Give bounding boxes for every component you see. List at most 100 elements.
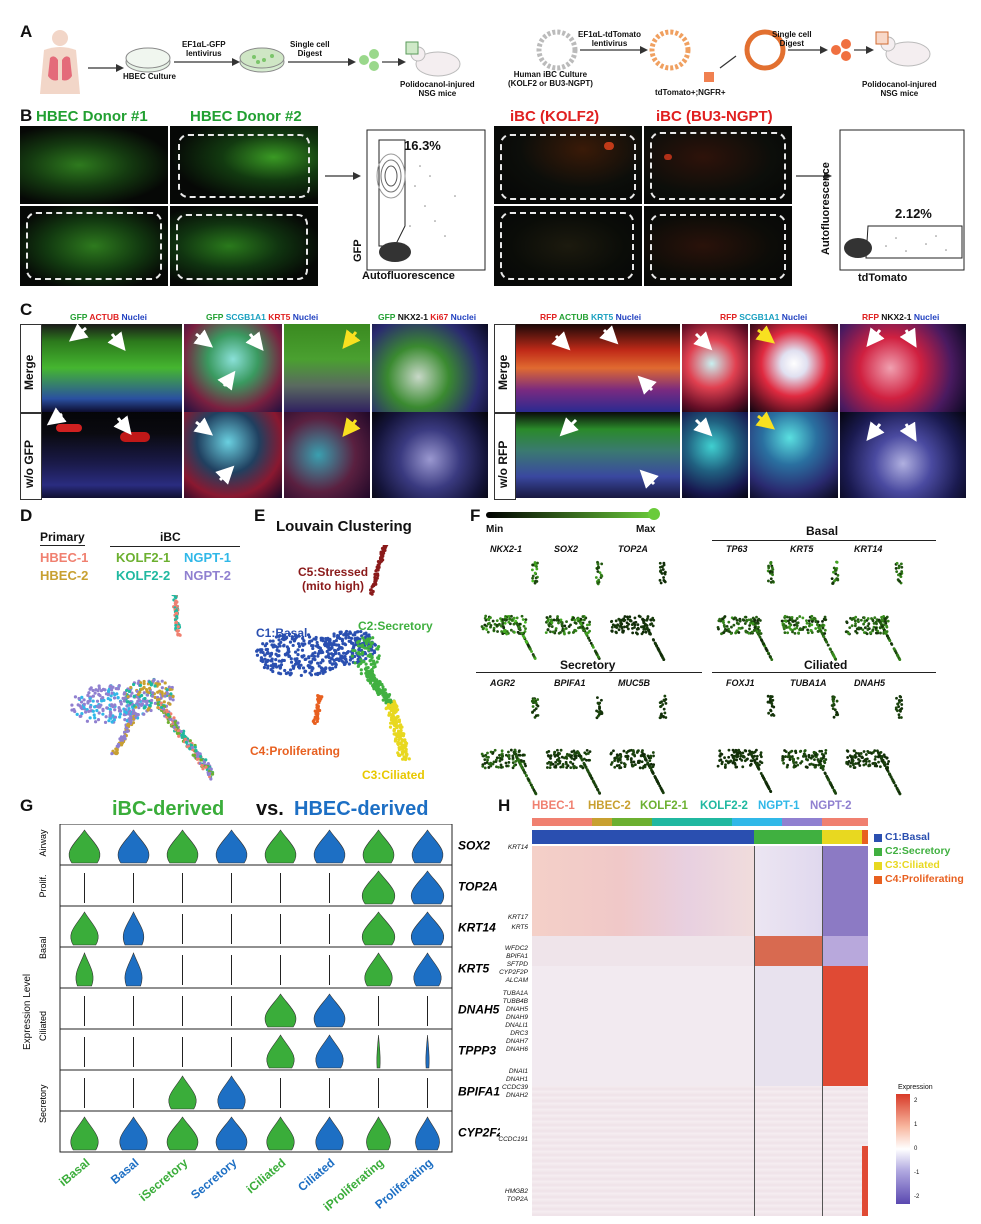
ibc-kolf2-title: iBC (KOLF2) <box>510 108 600 125</box>
c4-label: C4:Proliferating <box>250 744 341 758</box>
umap-point <box>127 689 132 694</box>
umap-point <box>395 704 399 709</box>
umap-point <box>269 651 274 655</box>
umap-point <box>367 648 371 652</box>
umap-point <box>300 654 304 658</box>
umap-point <box>199 754 203 759</box>
umap-point <box>202 760 207 764</box>
h-gene-label: CCDC191 <box>498 1136 528 1143</box>
umap-point <box>300 648 305 652</box>
panel-a-schematic <box>40 29 931 94</box>
umap-point <box>353 649 357 653</box>
umap-point <box>97 684 101 688</box>
umap-point <box>201 767 205 771</box>
polidocanol-label-2: Polidocanol-injured NSG mice <box>862 80 937 98</box>
umap-point <box>394 716 398 720</box>
umap-point <box>153 701 157 705</box>
max-dot <box>648 508 660 520</box>
umap-point <box>395 726 399 730</box>
ibc-bu3-title: iBC (BU3-NGPT) <box>656 108 773 125</box>
panel-c-header-5: RFP SCGB1A1 Nuclei <box>720 312 807 322</box>
umap-point <box>168 702 172 706</box>
umap-point <box>293 633 298 637</box>
tdtomato-ngfr-label: tdTomato+;NGFR+ <box>655 88 726 97</box>
umap-point <box>153 684 157 688</box>
gene-label-dnah5: DNAH5 <box>854 678 886 688</box>
umap-point <box>95 708 99 713</box>
umap-point <box>362 632 366 636</box>
umap-point <box>371 673 375 677</box>
h-cluster-segment <box>532 830 754 844</box>
stain-label: Nuclei <box>911 312 940 322</box>
feature-plot-agr2 <box>480 697 540 796</box>
umap-point <box>194 749 198 753</box>
panel-c-header-4: RFP ACTUB KRT5 Nuclei <box>540 312 641 322</box>
umap-point <box>360 651 365 655</box>
umap-point <box>255 649 259 653</box>
umap-point <box>329 652 334 656</box>
violin-gene-label: TPPP3 <box>458 1044 496 1058</box>
umap-point <box>280 658 285 662</box>
h-gene-label: TUBB4B <box>502 998 528 1005</box>
umap-point <box>88 716 92 720</box>
umap-point <box>310 668 314 673</box>
h-cluster-swatch <box>874 862 882 870</box>
umap-point <box>165 692 170 696</box>
umap-point <box>258 648 262 652</box>
feature-plot-nkx2-1 <box>480 561 539 660</box>
umap-point <box>359 629 363 634</box>
violin-mark <box>366 1116 391 1151</box>
violin-row-frame <box>59 987 453 1030</box>
c-rfp-scgb-merge-1 <box>682 324 748 412</box>
h-cluster-segment <box>862 830 868 844</box>
umap-point <box>379 552 383 556</box>
panel-label-g: G <box>20 796 34 815</box>
umap-point <box>397 734 401 739</box>
umap-point <box>127 706 131 711</box>
umap-point <box>137 706 141 710</box>
umap-point <box>92 713 96 717</box>
umap-point <box>383 691 387 695</box>
umap-point <box>348 631 353 635</box>
umap-point <box>297 644 302 648</box>
umap-point <box>387 713 391 717</box>
umap-point <box>175 629 179 633</box>
umap-point <box>364 641 368 645</box>
umap-point <box>337 658 341 663</box>
h-cluster-segment <box>754 830 822 844</box>
umap-point <box>316 661 320 665</box>
umap-point <box>152 678 156 682</box>
h-gene-label: CCDC39 <box>501 1084 528 1091</box>
umap-point <box>321 639 325 643</box>
umap-point <box>126 723 130 728</box>
ibc-header-rule <box>110 546 240 547</box>
umap-point <box>283 668 287 673</box>
umap-point <box>172 716 176 720</box>
umap-point <box>98 703 102 708</box>
violin-row-frame <box>59 1069 453 1112</box>
umap-point <box>358 652 362 656</box>
h-gene-label: HMGB2 <box>504 1188 528 1195</box>
h-cluster-label: C3:Ciliated <box>885 859 940 871</box>
feature-plot-foxj1 <box>716 694 776 794</box>
umap-point <box>330 666 335 670</box>
umap-point <box>113 703 117 707</box>
umap-point <box>385 695 389 699</box>
panel-label-a: A <box>20 22 33 41</box>
umap-point <box>402 755 406 759</box>
umap-point <box>384 706 389 710</box>
umap-point <box>381 698 385 702</box>
violin-group-label: Prolif. <box>38 874 48 897</box>
umap-point <box>387 693 392 697</box>
umap-point <box>369 588 373 592</box>
umap-point <box>101 696 105 700</box>
umap-point <box>334 638 338 643</box>
violin-gene-label: DNAH5 <box>458 1003 500 1017</box>
umap-point <box>80 695 84 699</box>
umap-point <box>177 632 181 637</box>
umap-point <box>371 636 375 640</box>
umap-point <box>169 717 173 722</box>
legend-item-kolf2-2: KOLF2-2 <box>116 568 171 583</box>
h-gene-label: WFDC2 <box>504 945 528 952</box>
umap-point <box>96 689 100 693</box>
